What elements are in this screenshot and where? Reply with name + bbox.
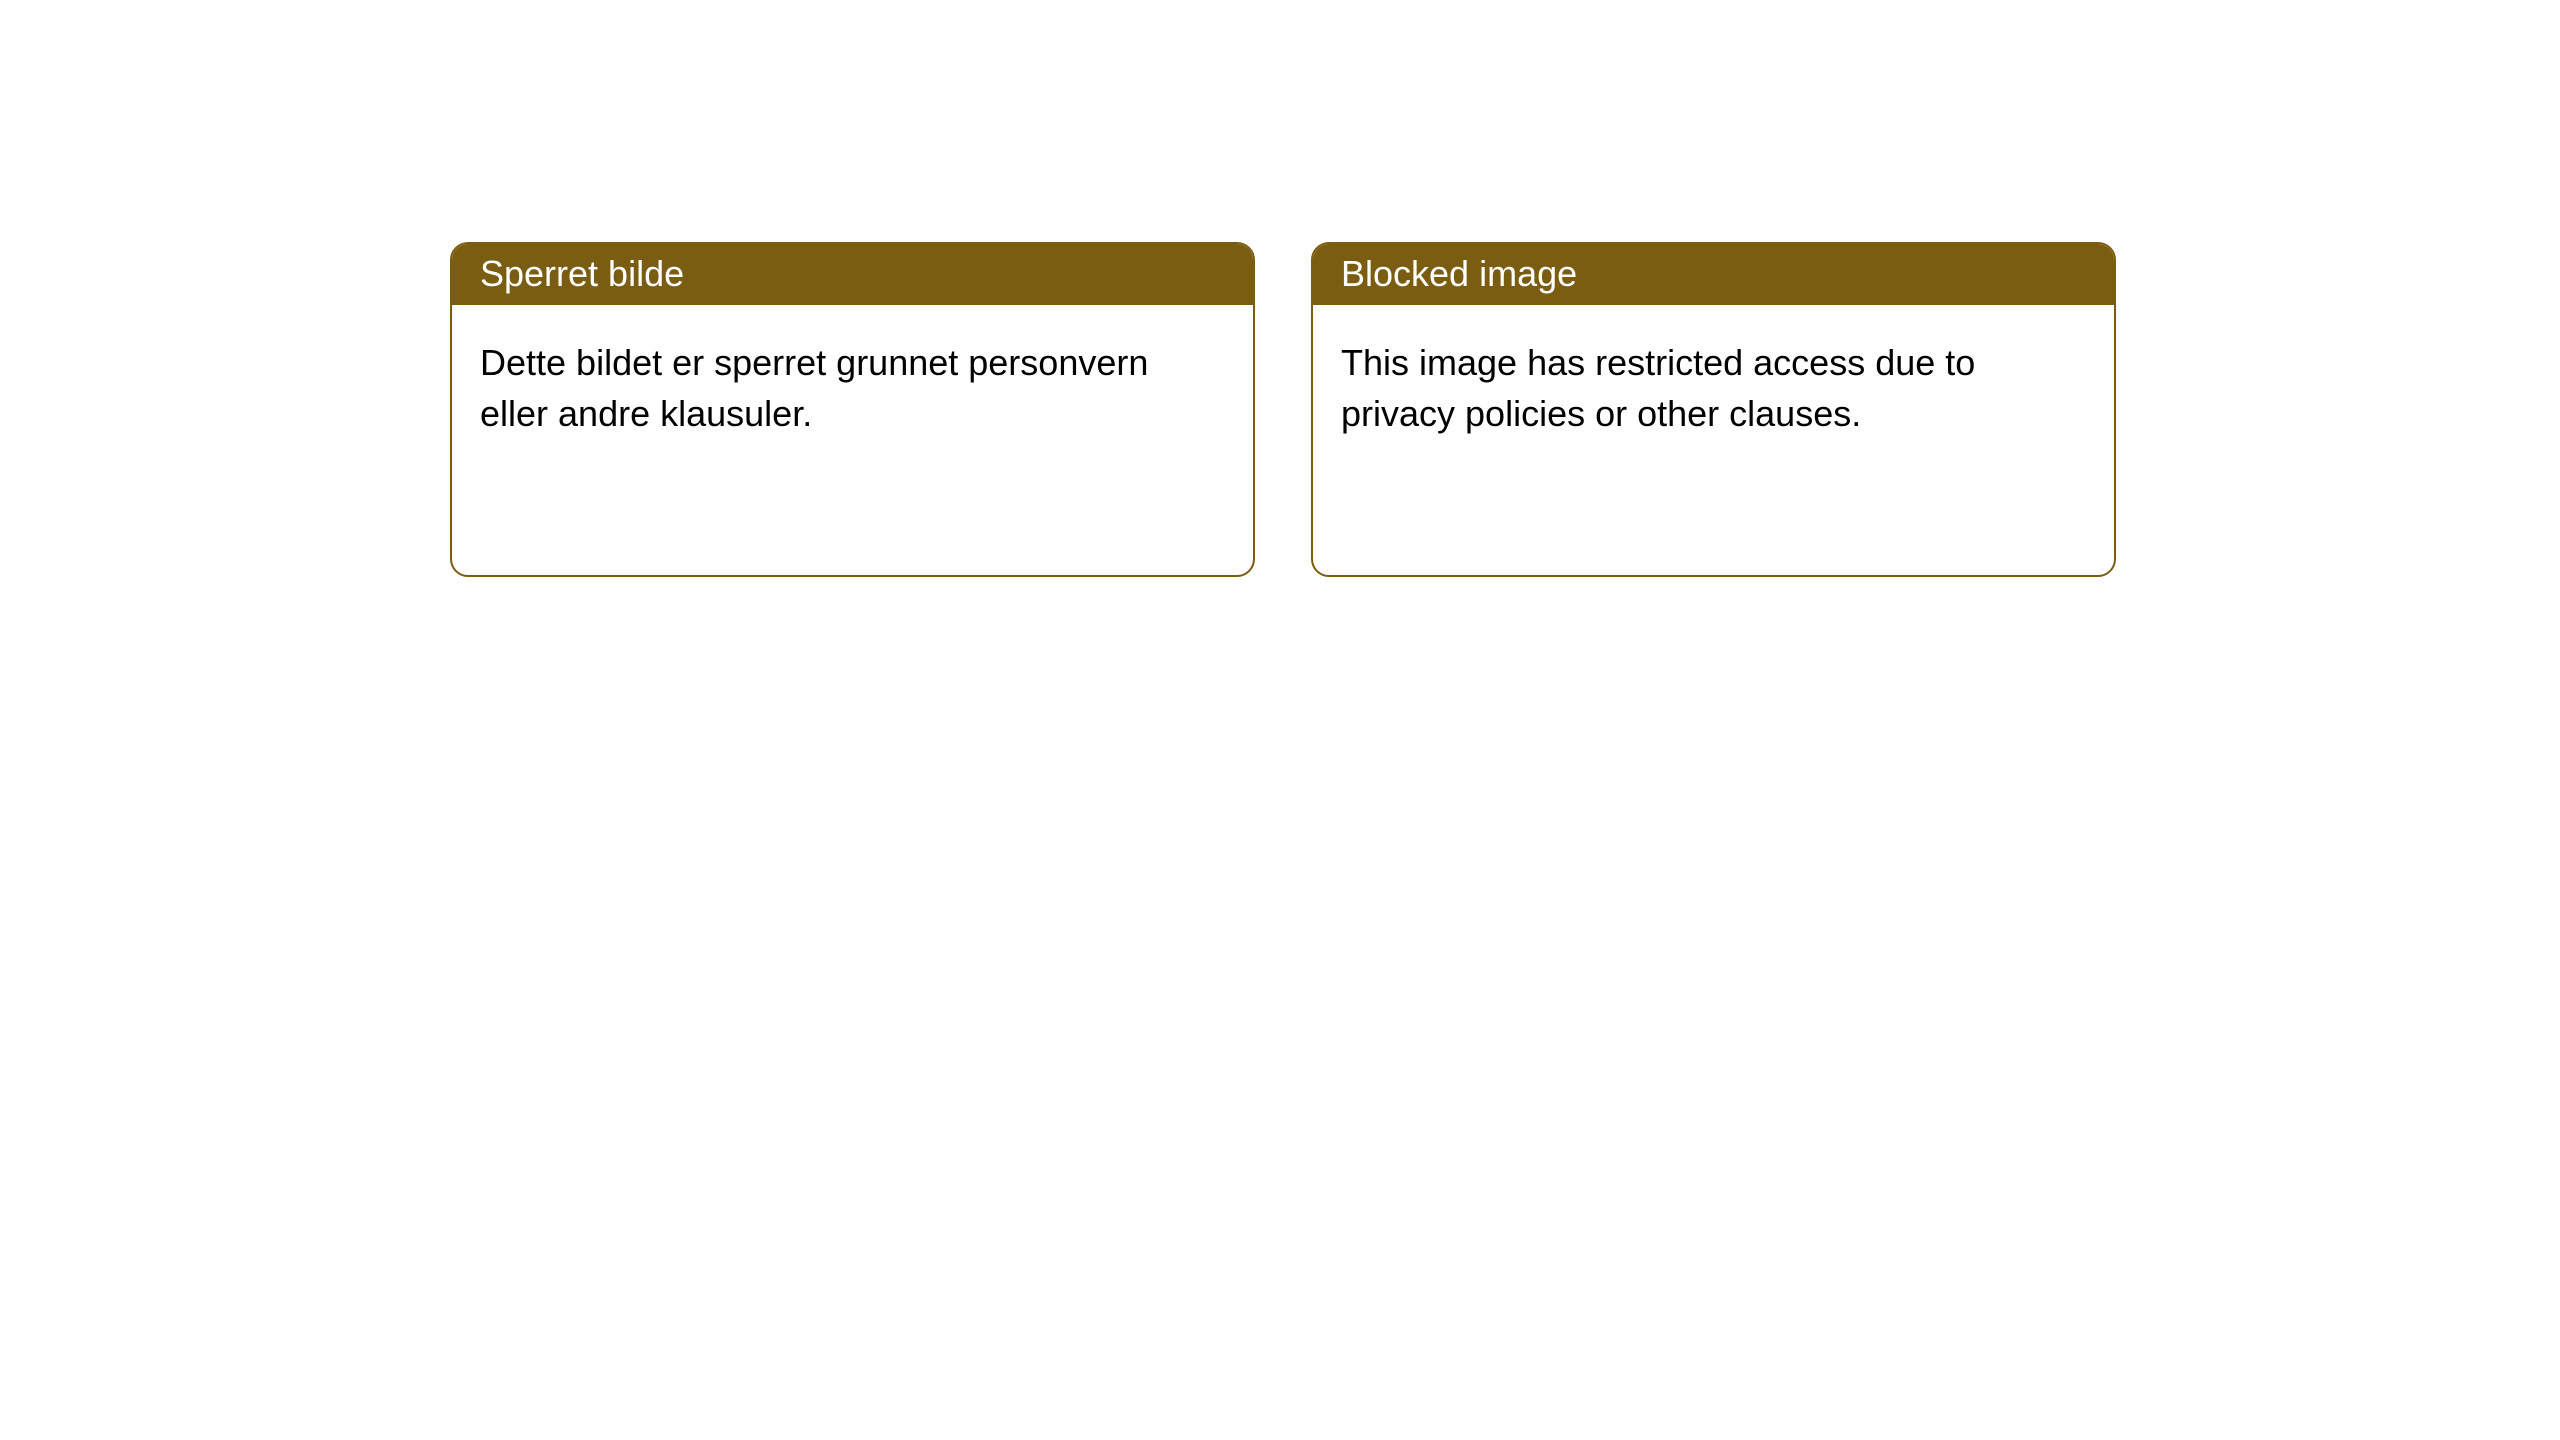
notice-card-english: Blocked image This image has restricted … — [1311, 242, 2116, 577]
notice-card-norwegian: Sperret bilde Dette bildet er sperret gr… — [450, 242, 1255, 577]
notice-header: Sperret bilde — [452, 244, 1253, 305]
notice-container: Sperret bilde Dette bildet er sperret gr… — [0, 0, 2560, 577]
notice-header: Blocked image — [1313, 244, 2114, 305]
notice-body: This image has restricted access due to … — [1313, 305, 2114, 575]
notice-body: Dette bildet er sperret grunnet personve… — [452, 305, 1253, 575]
